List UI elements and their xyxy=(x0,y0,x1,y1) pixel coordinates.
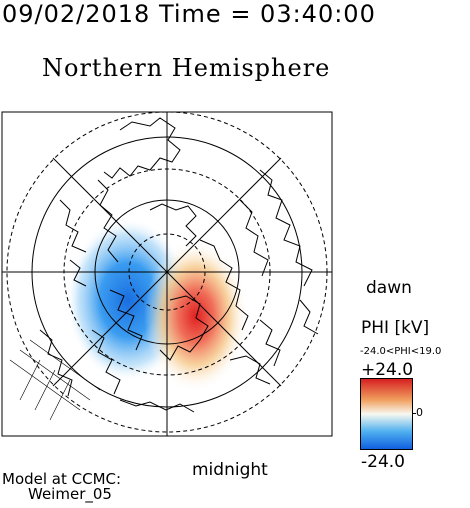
legend-range: -24.0<PHI<19.0 xyxy=(360,346,442,357)
model-credit-line2: Weimer_05 xyxy=(28,485,112,503)
coastlines xyxy=(39,117,319,413)
polar-map xyxy=(1,111,333,437)
legend-min-label: -24.0 xyxy=(361,452,405,472)
color-bar xyxy=(360,378,413,450)
plot-title: Northern Hemisphere xyxy=(42,54,331,82)
midnight-label: midnight xyxy=(192,460,268,480)
positive-potential-cell xyxy=(144,240,248,392)
legend-title: PHI [kV] xyxy=(361,318,430,338)
legend-zero-label: 0 xyxy=(416,406,423,419)
mainland-grid-lines xyxy=(9,339,101,421)
dawn-label: dawn xyxy=(366,278,412,298)
legend-max-label: +24.0 xyxy=(361,360,414,380)
timestamp: 09/02/2018 Time = 03:40:00 xyxy=(2,0,376,28)
model-credit-line1: Model at CCMC: xyxy=(2,470,122,488)
color-bar-tick xyxy=(412,413,416,414)
